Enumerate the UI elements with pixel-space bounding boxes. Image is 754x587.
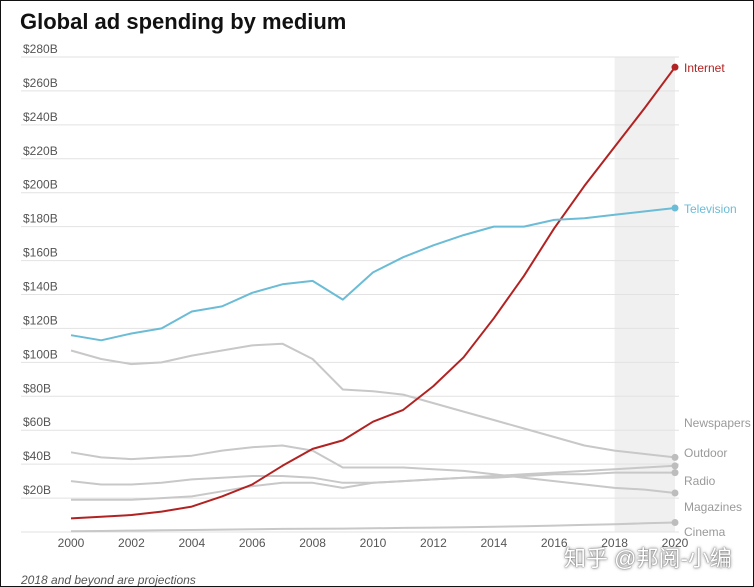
y-tick-label: $140B	[23, 280, 58, 294]
series-label-internet: Internet	[684, 61, 725, 75]
series-label-newspapers: Newspapers	[684, 416, 751, 430]
y-tick-label: $60B	[23, 415, 51, 429]
series-line-newspapers	[70, 342, 676, 459]
series-line-radio	[70, 471, 675, 486]
series-line-cinema	[70, 521, 676, 533]
series-line-magazines	[70, 444, 676, 494]
x-tick-label: 2012	[420, 536, 447, 550]
series-end-point-outdoor	[671, 462, 679, 470]
series-label-outdoor: Outdoor	[684, 446, 727, 460]
x-tick-label: 2010	[360, 536, 387, 550]
series-end-point-newspapers	[671, 453, 679, 461]
projection-footnote: 2018 and beyond are projections	[21, 573, 196, 587]
x-tick-label: 2020	[662, 536, 689, 550]
series-label-magazines: Magazines	[684, 500, 742, 514]
y-tick-label: $200B	[23, 178, 58, 192]
x-tick-label: 2006	[239, 536, 266, 550]
series-end-point-internet	[671, 63, 679, 71]
y-tick-label: $220B	[23, 144, 58, 158]
x-tick-label: 2002	[118, 536, 145, 550]
series-end-point-television	[671, 204, 679, 212]
y-tick-label: $160B	[23, 246, 58, 260]
series-end-point-magazines	[671, 489, 679, 497]
x-tick-label: 2000	[58, 536, 85, 550]
y-tick-label: $180B	[23, 212, 58, 226]
y-tick-label: $120B	[23, 313, 58, 327]
series-end-point-radio	[671, 469, 679, 477]
y-tick-label: $20B	[23, 483, 51, 497]
series-end-point-cinema	[671, 519, 679, 526]
y-tick-label: $100B	[23, 347, 58, 361]
x-tick-label: 2004	[178, 536, 205, 550]
x-tick-label: 2014	[480, 536, 507, 550]
series-label-cinema: Cinema	[684, 525, 726, 539]
y-tick-label: $260B	[23, 76, 58, 90]
x-tick-label: 2008	[299, 536, 326, 550]
x-tick-label: 2016	[541, 536, 568, 550]
y-tick-label: $280B	[23, 42, 58, 56]
series-label-radio: Radio	[684, 474, 716, 488]
chart-title: Global ad spending by medium	[20, 9, 347, 34]
x-tick-label: 2018	[601, 536, 628, 550]
y-tick-label: $80B	[23, 381, 51, 395]
series-line-television	[70, 207, 676, 342]
series-label-television: Television	[684, 202, 737, 216]
series-line-internet	[70, 66, 676, 520]
y-tick-label: $240B	[23, 110, 58, 124]
y-tick-label: $40B	[23, 449, 51, 463]
watermark-text: 知乎 @邦阅-小编	[564, 546, 732, 571]
